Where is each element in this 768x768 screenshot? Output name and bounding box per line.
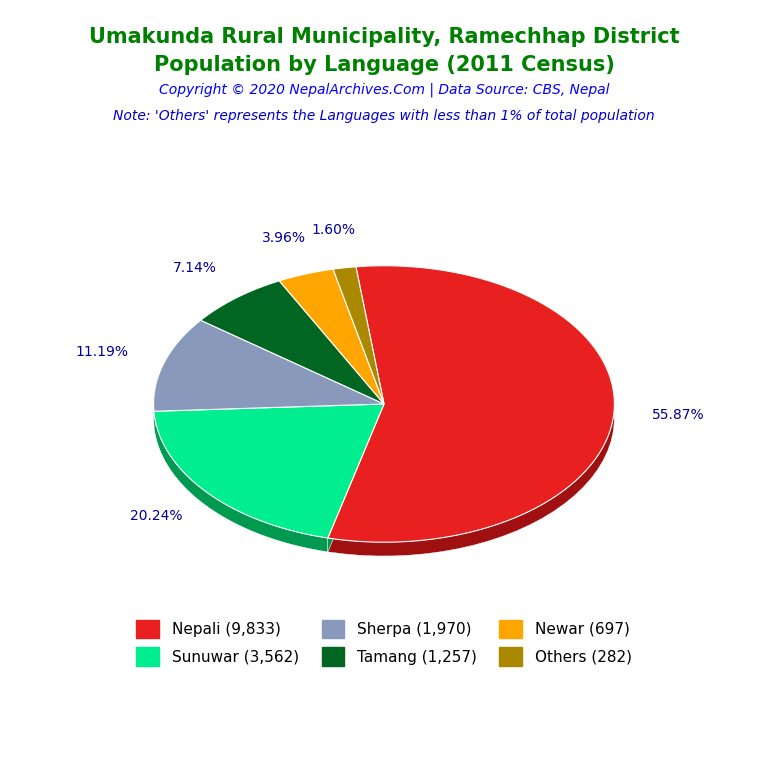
Polygon shape xyxy=(280,269,384,404)
Polygon shape xyxy=(328,404,384,552)
Polygon shape xyxy=(328,266,614,542)
Legend: Nepali (9,833), Sunuwar (3,562), Sherpa (1,970), Tamang (1,257), Newar (697), Ot: Nepali (9,833), Sunuwar (3,562), Sherpa … xyxy=(131,614,637,672)
Polygon shape xyxy=(154,412,328,552)
Polygon shape xyxy=(328,266,614,556)
Text: 11.19%: 11.19% xyxy=(76,345,129,359)
Polygon shape xyxy=(154,404,384,425)
Text: Note: 'Others' represents the Languages with less than 1% of total population: Note: 'Others' represents the Languages … xyxy=(113,109,655,123)
Text: 1.60%: 1.60% xyxy=(311,223,356,237)
Text: 7.14%: 7.14% xyxy=(173,261,217,275)
Text: 20.24%: 20.24% xyxy=(130,509,183,524)
Polygon shape xyxy=(154,404,384,538)
Text: Copyright © 2020 NepalArchives.Com | Data Source: CBS, Nepal: Copyright © 2020 NepalArchives.Com | Dat… xyxy=(159,82,609,97)
Polygon shape xyxy=(328,404,384,552)
Polygon shape xyxy=(154,320,384,412)
Text: 3.96%: 3.96% xyxy=(262,230,306,244)
Text: Umakunda Rural Municipality, Ramechhap District: Umakunda Rural Municipality, Ramechhap D… xyxy=(88,27,680,47)
Text: 55.87%: 55.87% xyxy=(652,408,705,422)
Polygon shape xyxy=(154,404,384,425)
Polygon shape xyxy=(333,266,384,404)
Polygon shape xyxy=(154,320,200,425)
Polygon shape xyxy=(200,281,384,404)
Text: Population by Language (2011 Census): Population by Language (2011 Census) xyxy=(154,55,614,75)
